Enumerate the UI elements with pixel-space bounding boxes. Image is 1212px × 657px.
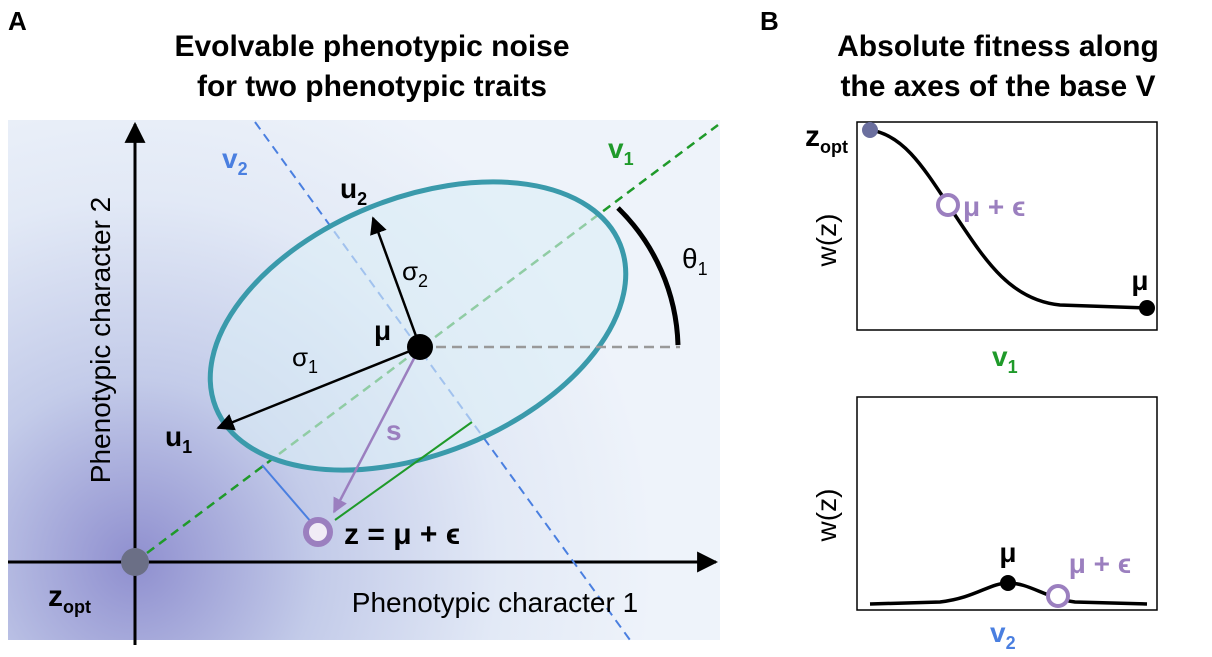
panel-letter: A bbox=[8, 6, 27, 36]
mu-eps-point bbox=[1046, 584, 1070, 608]
z-equation: z = μ + ϵ bbox=[344, 518, 460, 551]
mu-point bbox=[407, 334, 433, 360]
x-axis-label: Phenotypic character 1 bbox=[352, 587, 638, 618]
mu-point bbox=[1139, 300, 1155, 316]
mu-label: μ bbox=[1131, 265, 1148, 296]
z-point bbox=[303, 517, 333, 547]
title: Absolute fitness along bbox=[837, 30, 1159, 63]
title: the axes of the base V bbox=[840, 70, 1155, 103]
y-axis-label: Phenotypic character 2 bbox=[85, 197, 116, 483]
v2-label: v2 bbox=[222, 143, 248, 179]
projection-v1 bbox=[334, 421, 473, 521]
y-axis-label: w(z) bbox=[811, 489, 842, 543]
z-opt-point bbox=[121, 548, 149, 576]
noise-ellipse bbox=[207, 179, 629, 473]
z-opt-point bbox=[862, 122, 878, 138]
sigma2-label: σ2 bbox=[402, 256, 428, 291]
sigma1-label: σ1 bbox=[292, 342, 318, 377]
mu-eps-label: μ + ϵ bbox=[1069, 548, 1131, 579]
mu-eps-label: μ + ϵ bbox=[963, 191, 1025, 222]
theta-arc bbox=[616, 206, 681, 346]
projection-v2 bbox=[261, 464, 319, 531]
mu-label: μ bbox=[374, 315, 391, 346]
x-axis-label: v1 bbox=[992, 341, 1018, 377]
u2-arrow bbox=[370, 216, 422, 348]
mu-eps-point bbox=[936, 193, 960, 217]
mu-point bbox=[1000, 575, 1016, 591]
s-arrow bbox=[332, 346, 422, 514]
panel-letter: B bbox=[760, 6, 779, 36]
plot-frame bbox=[856, 121, 1158, 331]
s-label: s bbox=[386, 415, 402, 446]
theta-label: θ1 bbox=[682, 243, 708, 279]
u2-label: u2 bbox=[340, 173, 367, 209]
fitness-curve bbox=[869, 128, 1148, 310]
y-axis-label: w(z) bbox=[811, 214, 842, 268]
z-opt-label: zopt bbox=[48, 580, 91, 617]
u1-arrow bbox=[216, 345, 421, 431]
v1-label: v1 bbox=[608, 133, 634, 169]
plot-frame bbox=[856, 396, 1158, 611]
x-axis-label: v2 bbox=[990, 617, 1016, 653]
title: for two phenotypic traits bbox=[197, 70, 547, 103]
z-opt-label: zopt bbox=[805, 120, 848, 157]
title: Evolvable phenotypic noise bbox=[174, 30, 569, 63]
mu-label: μ bbox=[999, 537, 1016, 568]
u1-label: u1 bbox=[165, 421, 192, 457]
